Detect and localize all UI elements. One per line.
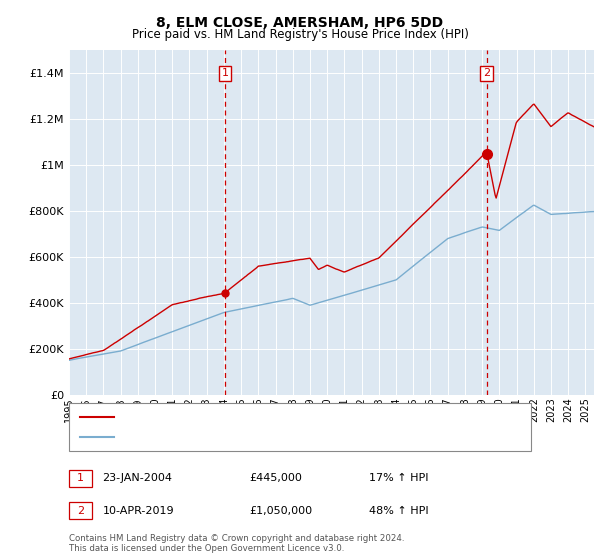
Text: 48% ↑ HPI: 48% ↑ HPI	[369, 506, 428, 516]
Text: 8, ELM CLOSE, AMERSHAM, HP6 5DD: 8, ELM CLOSE, AMERSHAM, HP6 5DD	[157, 16, 443, 30]
Text: Price paid vs. HM Land Registry's House Price Index (HPI): Price paid vs. HM Land Registry's House …	[131, 28, 469, 41]
Text: 1: 1	[77, 473, 84, 483]
Text: 2: 2	[77, 506, 84, 516]
Text: Contains HM Land Registry data © Crown copyright and database right 2024.
This d: Contains HM Land Registry data © Crown c…	[69, 534, 404, 553]
Text: HPI: Average price, detached house, Buckinghamshire: HPI: Average price, detached house, Buck…	[121, 432, 404, 442]
Text: 10-APR-2019: 10-APR-2019	[103, 506, 174, 516]
Text: £445,000: £445,000	[249, 473, 302, 483]
Text: 8, ELM CLOSE, AMERSHAM, HP6 5DD (detached house): 8, ELM CLOSE, AMERSHAM, HP6 5DD (detache…	[121, 412, 407, 422]
Text: 23-JAN-2004: 23-JAN-2004	[103, 473, 173, 483]
Text: 2: 2	[483, 68, 490, 78]
Text: £1,050,000: £1,050,000	[249, 506, 312, 516]
Text: 17% ↑ HPI: 17% ↑ HPI	[369, 473, 428, 483]
Text: 1: 1	[221, 68, 229, 78]
